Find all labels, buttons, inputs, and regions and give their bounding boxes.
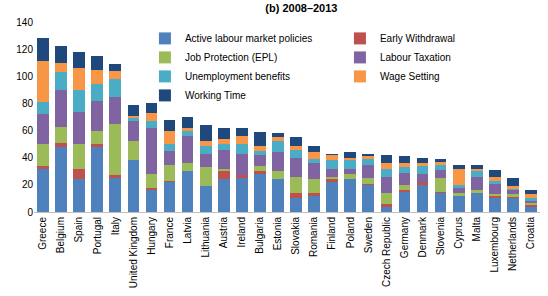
svg-text:Lithuania: Lithuania	[200, 217, 211, 258]
svg-text:Italy: Italy	[110, 217, 121, 235]
svg-text:100: 100	[16, 71, 33, 82]
svg-text:Cyprus: Cyprus	[453, 217, 464, 249]
svg-text:Early Withdrawal: Early Withdrawal	[380, 33, 455, 44]
svg-text:Wage Setting: Wage Setting	[380, 71, 440, 82]
svg-text:Croatia: Croatia	[525, 217, 536, 250]
svg-text:40: 40	[22, 152, 34, 163]
svg-text:Malta: Malta	[471, 217, 482, 242]
svg-text:Czech Republic: Czech Republic	[381, 217, 392, 287]
svg-text:Denmark: Denmark	[417, 216, 428, 258]
svg-text:Luxembourg: Luxembourg	[489, 217, 500, 273]
svg-text:Ireland: Ireland	[236, 217, 247, 248]
svg-text:Belgium: Belgium	[55, 217, 66, 253]
svg-text:Romania: Romania	[308, 217, 319, 257]
svg-text:Unemployment benefits: Unemployment benefits	[185, 71, 290, 82]
svg-text:Greece: Greece	[37, 217, 48, 250]
svg-text:Finland: Finland	[326, 217, 337, 250]
svg-text:120: 120	[16, 44, 33, 55]
svg-text:60: 60	[22, 125, 34, 136]
svg-text:Hungary: Hungary	[146, 217, 157, 255]
svg-text:Austria: Austria	[218, 217, 229, 249]
svg-text:Bulgaria: Bulgaria	[254, 217, 265, 254]
svg-text:France: France	[164, 217, 175, 249]
svg-text:80: 80	[22, 98, 34, 109]
svg-text:Germany: Germany	[399, 217, 410, 258]
svg-text:Job Protection (EPL): Job Protection (EPL)	[185, 52, 277, 63]
svg-text:Poland: Poland	[345, 217, 356, 248]
svg-text:(b) 2008–2013: (b) 2008–2013	[265, 2, 337, 14]
svg-text:Labour Taxation: Labour Taxation	[380, 52, 451, 63]
svg-text:140: 140	[16, 17, 33, 28]
svg-text:20: 20	[22, 179, 34, 190]
svg-text:Slovenia: Slovenia	[435, 217, 446, 256]
svg-text:0: 0	[27, 207, 33, 218]
svg-text:Portugal: Portugal	[92, 217, 103, 254]
svg-text:Latvia: Latvia	[182, 217, 193, 244]
svg-text:Sweden: Sweden	[363, 217, 374, 253]
svg-text:Slovakia: Slovakia	[290, 217, 301, 255]
svg-text:Estonia: Estonia	[272, 217, 283, 251]
svg-text:United Kingdom: United Kingdom	[128, 217, 139, 288]
svg-text:Spain: Spain	[73, 217, 84, 243]
svg-text:Netherlands: Netherlands	[507, 217, 518, 271]
svg-text:Working Time: Working Time	[185, 90, 246, 101]
svg-text:Active labour market policies: Active labour market policies	[185, 33, 312, 44]
